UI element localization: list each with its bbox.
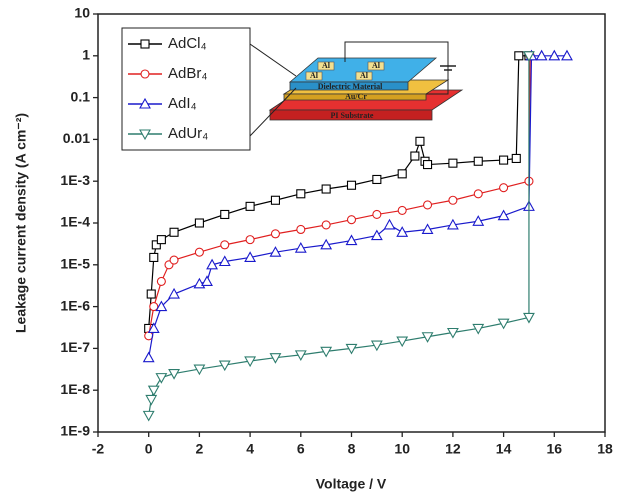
marker — [156, 374, 166, 383]
inset-label: Au/Cr — [345, 92, 367, 101]
marker — [141, 40, 149, 48]
chart: Voltage / V Leakage current density (A c… — [0, 0, 629, 496]
marker — [499, 211, 509, 220]
marker — [500, 156, 508, 164]
marker — [202, 276, 212, 285]
marker — [144, 411, 154, 420]
marker — [170, 228, 178, 236]
x-tick-label: 10 — [394, 441, 410, 457]
marker — [157, 277, 165, 285]
x-tick-label: 14 — [496, 441, 512, 457]
marker — [246, 202, 254, 210]
marker — [398, 170, 406, 178]
legend: AdCl₄ AdBr₄ AdI₄ AdUr₄ — [122, 28, 250, 150]
marker — [348, 181, 356, 189]
y-tick-label: 10 — [74, 5, 90, 21]
marker — [144, 353, 154, 362]
marker — [474, 157, 482, 165]
marker — [373, 210, 381, 218]
y-tick-label: 1E-3 — [60, 172, 90, 188]
y-tick-label: 1E-9 — [60, 423, 90, 439]
marker — [424, 161, 432, 169]
marker — [141, 70, 149, 78]
marker — [449, 159, 457, 167]
marker — [515, 52, 523, 60]
inset-label: PI Substrate — [331, 111, 374, 120]
marker — [297, 225, 305, 233]
x-tick-label: 18 — [597, 441, 613, 457]
marker — [221, 241, 229, 249]
marker — [157, 236, 165, 244]
inset-diagram: Al Al Al Al Dielectric Material Au/Cr PI… — [250, 42, 462, 136]
marker — [221, 210, 229, 218]
legend-label: AdI₄ — [168, 95, 197, 112]
y-tick-label: 1 — [82, 47, 90, 63]
inset-label: Al — [372, 61, 381, 70]
y-tick-label: 1E-4 — [60, 214, 90, 230]
y-tick-label: 1E-5 — [60, 256, 90, 272]
marker — [416, 137, 424, 145]
marker — [348, 216, 356, 224]
inset-label: Al — [310, 71, 319, 80]
marker — [149, 386, 159, 395]
pointer — [250, 44, 296, 76]
x-tick-label: -2 — [92, 441, 105, 457]
inset-label: Al — [322, 61, 331, 70]
marker — [411, 152, 419, 160]
marker — [170, 256, 178, 264]
inset-label: Al — [360, 71, 369, 80]
marker — [195, 219, 203, 227]
marker — [146, 395, 156, 404]
marker — [500, 184, 508, 192]
legend-label: AdUr₄ — [168, 125, 208, 142]
marker — [322, 185, 330, 193]
x-tick-label: 0 — [145, 441, 153, 457]
x-tick-label: 8 — [348, 441, 356, 457]
marker — [297, 190, 305, 198]
marker — [385, 220, 395, 229]
y-tick-label: 0.01 — [63, 130, 90, 146]
y-tick-label: 1E-7 — [60, 339, 90, 355]
marker — [150, 253, 158, 261]
marker — [271, 230, 279, 238]
y-tick-label: 1E-8 — [60, 381, 90, 397]
marker — [246, 236, 254, 244]
x-tick-label: 4 — [246, 441, 254, 457]
marker — [169, 289, 179, 298]
x-tick-label: 16 — [547, 441, 563, 457]
x-tick-label: 6 — [297, 441, 305, 457]
y-axis-label: Leakage current density (A cm⁻²) — [13, 113, 29, 333]
x-tick-label: 2 — [196, 441, 204, 457]
legend-label: AdCl₄ — [168, 35, 207, 52]
y-tick-label: 0.1 — [71, 88, 91, 104]
marker — [373, 175, 381, 183]
y-tick-label: 1E-6 — [60, 297, 90, 313]
marker — [147, 290, 155, 298]
x-tick-label: 12 — [445, 441, 461, 457]
legend-label: AdBr₄ — [168, 65, 207, 82]
marker — [512, 154, 520, 162]
marker — [424, 201, 432, 209]
x-axis-label: Voltage / V — [316, 476, 387, 492]
marker — [449, 196, 457, 204]
marker — [271, 196, 279, 204]
marker — [398, 206, 406, 214]
inset-label: Dielectric Material — [318, 82, 383, 91]
marker — [322, 221, 330, 229]
marker — [195, 248, 203, 256]
marker — [474, 190, 482, 198]
